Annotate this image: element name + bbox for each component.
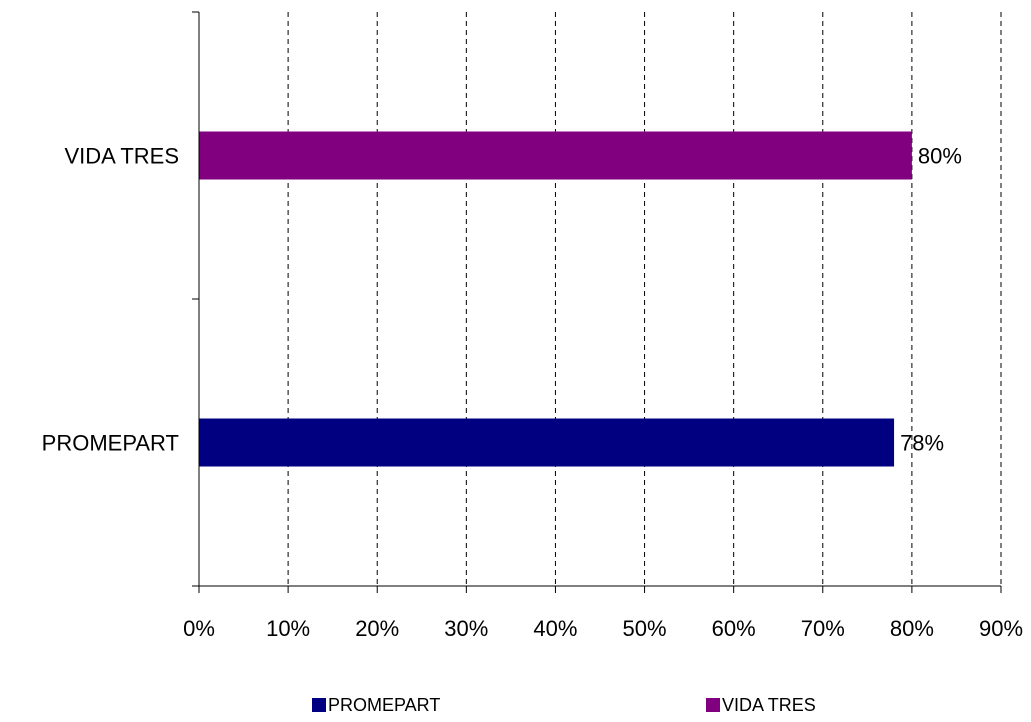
x-tick-label-3: 30% (444, 616, 488, 641)
axes (192, 11, 1002, 593)
x-tick-label-8: 80% (890, 616, 934, 641)
labels: 78% PROMEPART 80% VIDA TRES 0% 10% 20% 30% 40% 50… (42, 144, 1023, 642)
x-tick-label-9: 90% (979, 616, 1023, 641)
bar-0 (199, 418, 895, 467)
legend-swatch-1 (706, 698, 720, 712)
x-tick-label-0: 0% (183, 616, 215, 641)
bar-1 (199, 131, 912, 180)
category-label-0: PROMEPART (42, 431, 179, 456)
x-tick-label-4: 40% (533, 616, 577, 641)
x-tick-label-2: 20% (355, 616, 399, 641)
x-tick-label-1: 10% (266, 616, 310, 641)
x-tick-label-5: 50% (623, 616, 667, 641)
gridlines (287, 12, 1002, 586)
x-tick-label-7: 70% (801, 616, 845, 641)
legend-label-0: PROMEPART (328, 695, 440, 715)
legend-swatch-0 (312, 698, 326, 712)
legend: PROMEPART VIDA TRES (312, 695, 816, 715)
x-tick-label-6: 60% (712, 616, 756, 641)
bars (199, 131, 912, 467)
category-label-1: VIDA TRES (64, 144, 179, 169)
data-label-0: 78% (900, 431, 944, 456)
data-label-1: 80% (918, 144, 962, 169)
legend-label-1: VIDA TRES (722, 695, 816, 715)
